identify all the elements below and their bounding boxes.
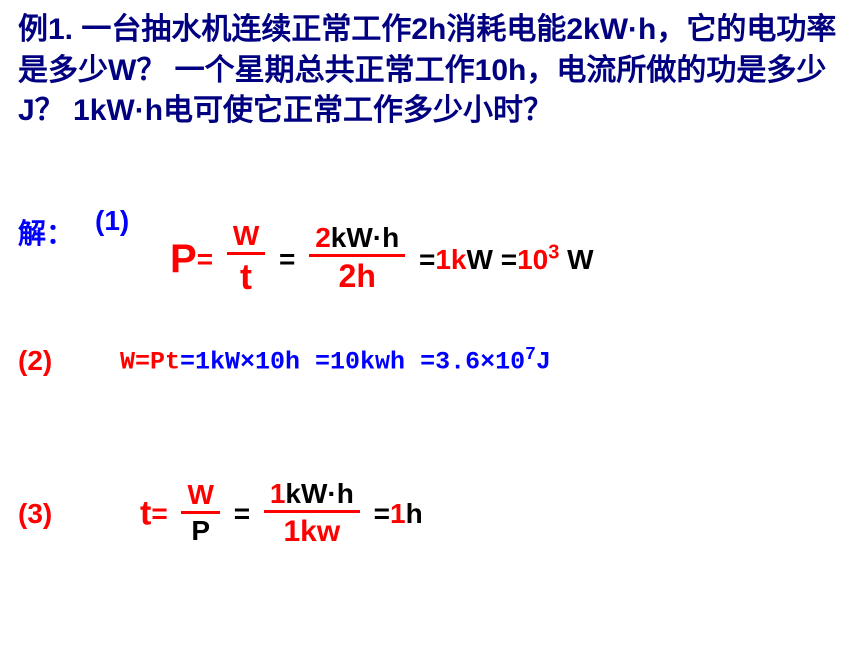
eq2-step1: =1kW×10h (180, 347, 315, 376)
p-variable: P (170, 237, 197, 281)
result2-val: 10 (517, 244, 548, 275)
fraction-1kwh-over-1kw: 1kW·h 1kw (264, 480, 360, 548)
frac1-denominator: t (240, 256, 252, 297)
result1-val: 1k (435, 244, 466, 275)
equals-sign: = (234, 498, 250, 529)
result2-exp: 3 (548, 242, 559, 264)
equation-1: P= W t = 2kW·h 2h =1kW =103 W (170, 222, 594, 297)
fraction-2kwh-over-2h: 2kW·h 2h (309, 224, 405, 294)
fraction-w-over-p: W P (181, 481, 219, 547)
eq2-step3: =3.6×10 (420, 347, 525, 376)
frac2-num-unit: kW·h (331, 222, 399, 253)
eq2-lhs: W=Pt (120, 347, 180, 376)
part1-label: (1) (95, 205, 129, 237)
t-variable: t (140, 495, 151, 533)
frac2-num-val: 2 (315, 222, 331, 253)
question-text: 例1. 一台抽水机连续正常工作2h消耗电能2kW·h，它的电功率是多少W？ 一个… (0, 0, 860, 132)
equals-sign: = (374, 498, 390, 529)
solution-label: 解： (18, 212, 74, 252)
frac3-numerator: W (187, 479, 213, 510)
result1-unit: W (467, 244, 493, 275)
frac3-denominator: P (191, 515, 210, 546)
frac2-denominator: 2h (339, 258, 376, 294)
part2-label: (2) (18, 345, 52, 377)
frac4-num-unit: kW·h (285, 478, 353, 509)
equation-2: W=Pt=1kW×10h =10kwh =3.6×107J (120, 345, 551, 376)
frac4-num-val: 1 (270, 478, 286, 509)
result3-val: 1 (390, 498, 406, 529)
eq2-step2: =10kwh (315, 347, 420, 376)
equals-sign: = (279, 243, 295, 274)
part3-label: (3) (18, 498, 52, 530)
equals-sign: = (197, 243, 213, 274)
equals-sign: = (419, 244, 435, 275)
frac1-numerator: W (233, 220, 259, 251)
result3-unit: h (406, 498, 423, 529)
equals-sign: = (501, 244, 517, 275)
eq2-step3-exp: 7 (525, 345, 536, 365)
result2-unit: W (559, 244, 593, 275)
equation-3: t= W P = 1kW·h 1kw =1h (140, 480, 423, 548)
fraction-w-over-t: W t (227, 222, 265, 297)
eq2-step3-unit: J (536, 347, 551, 376)
equals-sign: = (151, 498, 167, 529)
frac4-denominator: 1kw (283, 515, 340, 548)
